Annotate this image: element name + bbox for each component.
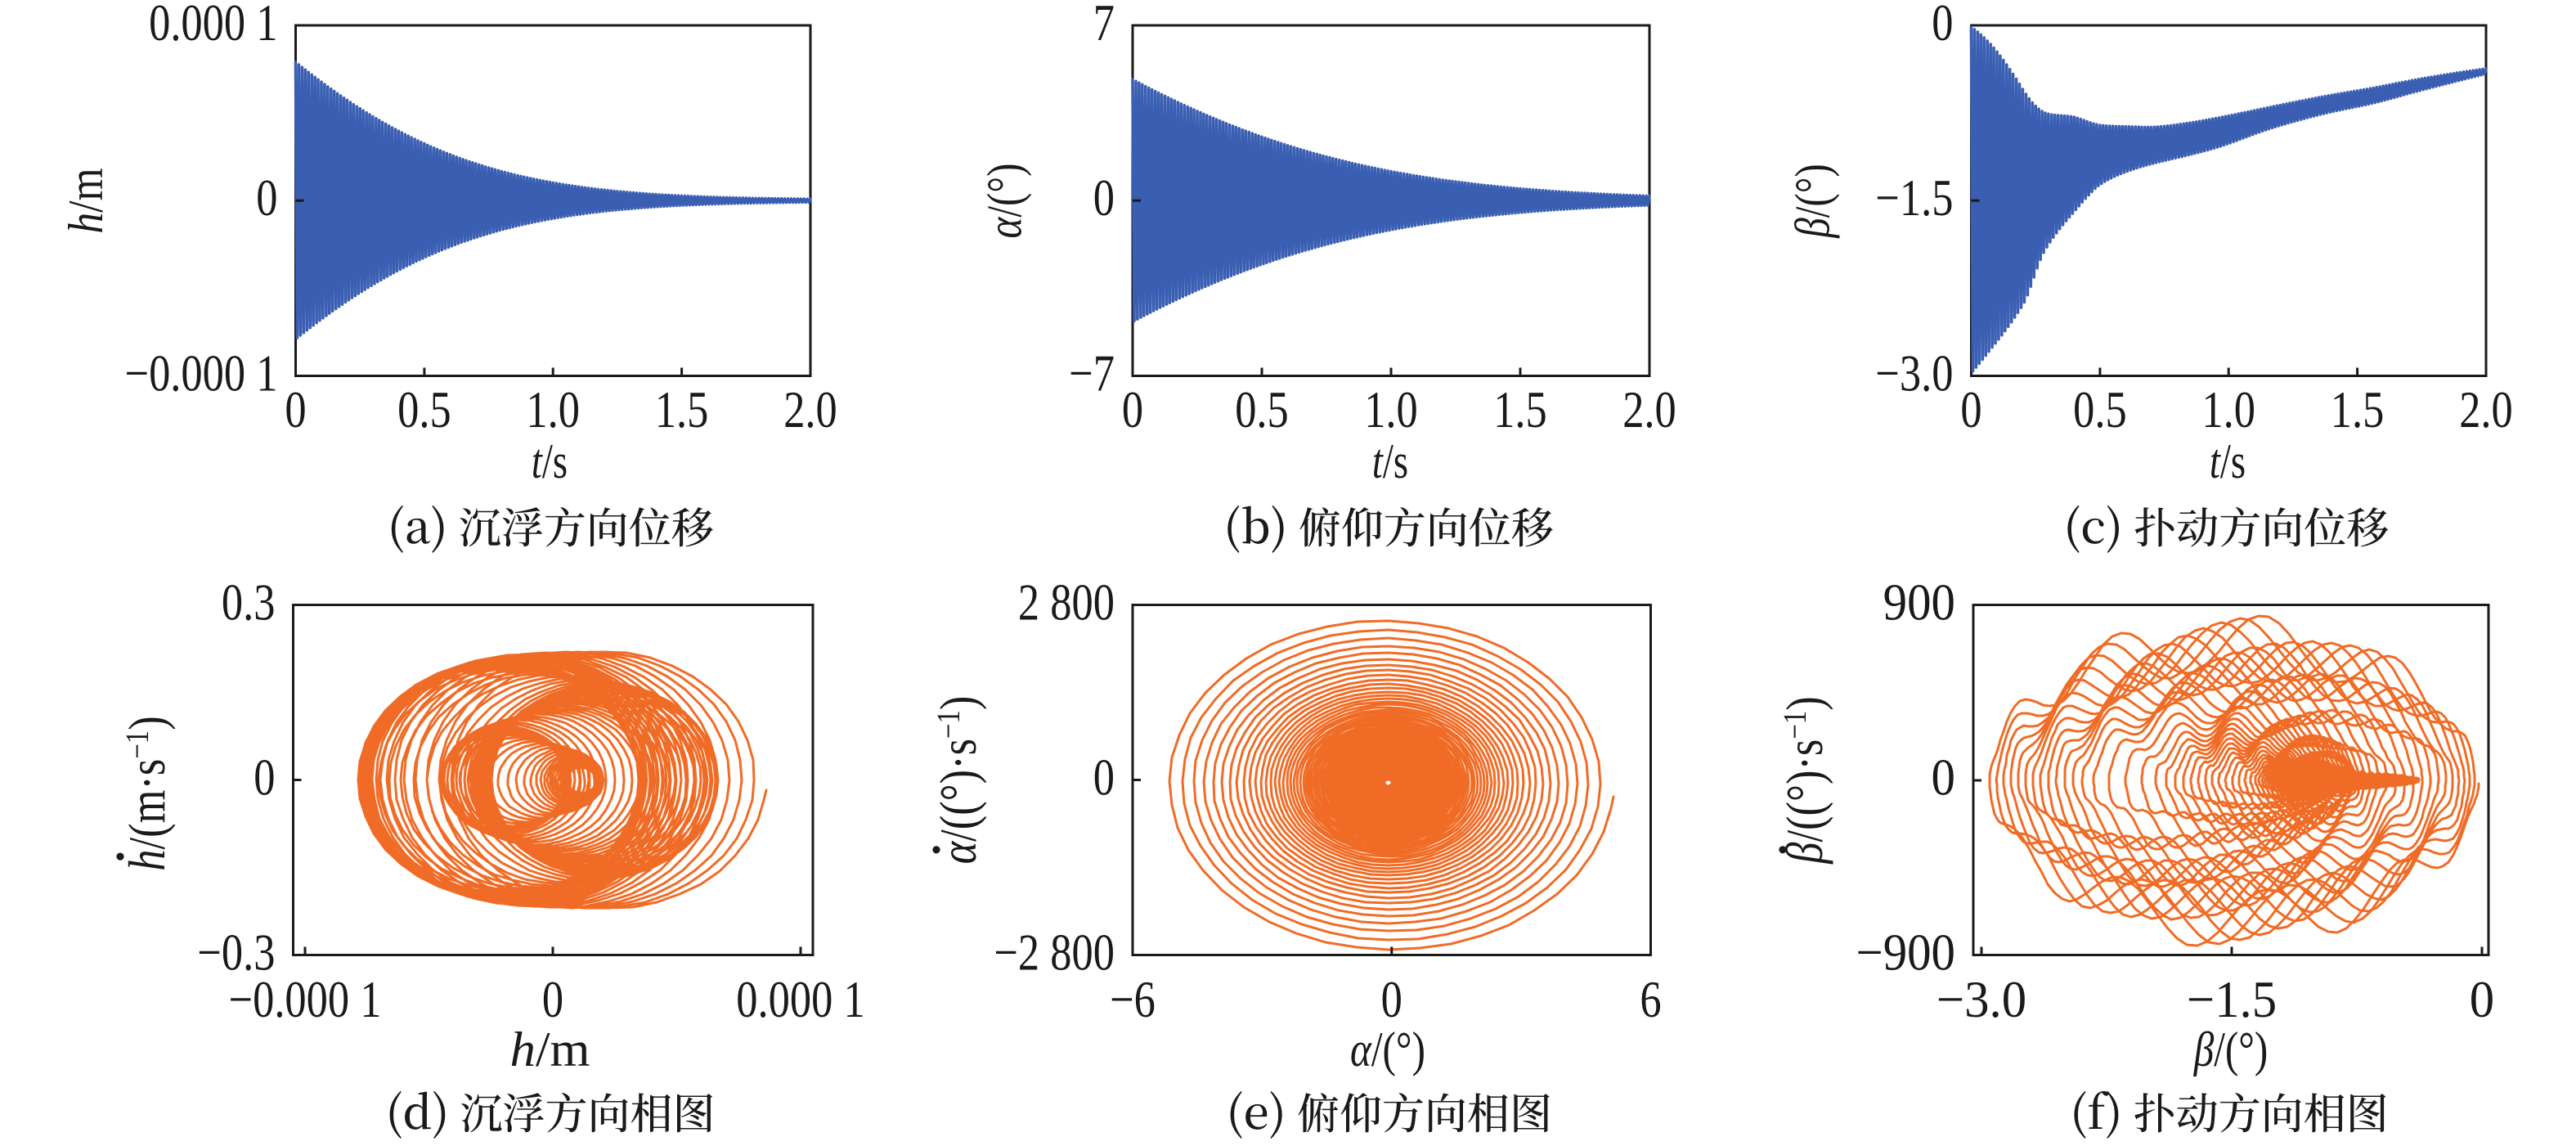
svg-text:7: 7	[1093, 0, 1115, 52]
svg-text:h/(m·s−1): h/(m·s−1)	[118, 716, 176, 870]
svg-text:1.0: 1.0	[1364, 380, 1418, 438]
svg-text:1.0: 1.0	[2201, 380, 2255, 438]
svg-text:1.0: 1.0	[526, 380, 580, 438]
svg-text:2.0: 2.0	[2459, 380, 2513, 438]
svg-text:2.0: 2.0	[1622, 380, 1676, 438]
svg-text:−2 800: −2 800	[994, 924, 1115, 982]
svg-text:−0.3: −0.3	[197, 924, 275, 982]
svg-text:6: 6	[1640, 970, 1661, 1028]
svg-text:−0.000 1: −0.000 1	[124, 344, 277, 402]
svg-text:t/s: t/s	[2210, 434, 2246, 488]
svg-text:0.5: 0.5	[397, 380, 451, 438]
svg-text:h/m: h/m	[510, 1022, 590, 1076]
svg-text:β/(°): β/(°)	[2193, 1022, 2269, 1076]
svg-text:0: 0	[285, 380, 306, 438]
svg-text:0.3: 0.3	[222, 573, 276, 631]
svg-text:−1.5: −1.5	[2187, 970, 2277, 1029]
svg-text:β/(°): β/(°)	[1785, 164, 1840, 239]
svg-text:h/m: h/m	[59, 168, 113, 233]
svg-text:1.5: 1.5	[2331, 380, 2385, 438]
svg-text:−7: −7	[1069, 344, 1115, 402]
svg-text:0: 0	[1093, 169, 1115, 227]
svg-text:α/(°): α/(°)	[977, 164, 1032, 239]
svg-text:−6: −6	[1110, 970, 1156, 1028]
svg-text:2.0: 2.0	[783, 380, 837, 438]
svg-text:2 800: 2 800	[1018, 573, 1115, 631]
svg-text:−900: −900	[1856, 924, 1955, 982]
svg-text:0.5: 0.5	[2073, 380, 2127, 438]
svg-text:α/(°): α/(°)	[1350, 1022, 1425, 1076]
svg-text:0: 0	[254, 748, 275, 807]
svg-text:1.5: 1.5	[1493, 380, 1547, 438]
svg-text:0.5: 0.5	[1235, 380, 1289, 438]
svg-text:1.5: 1.5	[655, 380, 709, 438]
svg-text:t/s: t/s	[1372, 434, 1408, 488]
svg-text:900: 900	[1883, 573, 1955, 631]
svg-text:β/((°)·s−1): β/((°)·s−1)	[1775, 696, 1833, 864]
svg-text:α/((°)·s−1): α/((°)·s−1)	[929, 696, 987, 865]
svg-text:0: 0	[1093, 748, 1115, 807]
svg-text:0.000 1: 0.000 1	[149, 0, 277, 52]
svg-text:0: 0	[1960, 380, 1981, 438]
svg-text:−3.0: −3.0	[1875, 344, 1953, 402]
svg-text:−1.5: −1.5	[1875, 169, 1953, 227]
svg-text:0: 0	[1932, 748, 1955, 807]
svg-text:t/s: t/s	[532, 434, 568, 488]
svg-text:0.000 1: 0.000 1	[736, 970, 864, 1028]
svg-text:0: 0	[542, 970, 563, 1028]
svg-text:0: 0	[1932, 0, 1953, 52]
svg-text:−3.0: −3.0	[1936, 970, 2026, 1029]
svg-text:0: 0	[1381, 970, 1402, 1028]
svg-text:0: 0	[1122, 380, 1143, 438]
svg-text:−0.000 1: −0.000 1	[228, 970, 381, 1028]
svg-text:0: 0	[2470, 970, 2494, 1029]
svg-text:0: 0	[256, 169, 277, 227]
